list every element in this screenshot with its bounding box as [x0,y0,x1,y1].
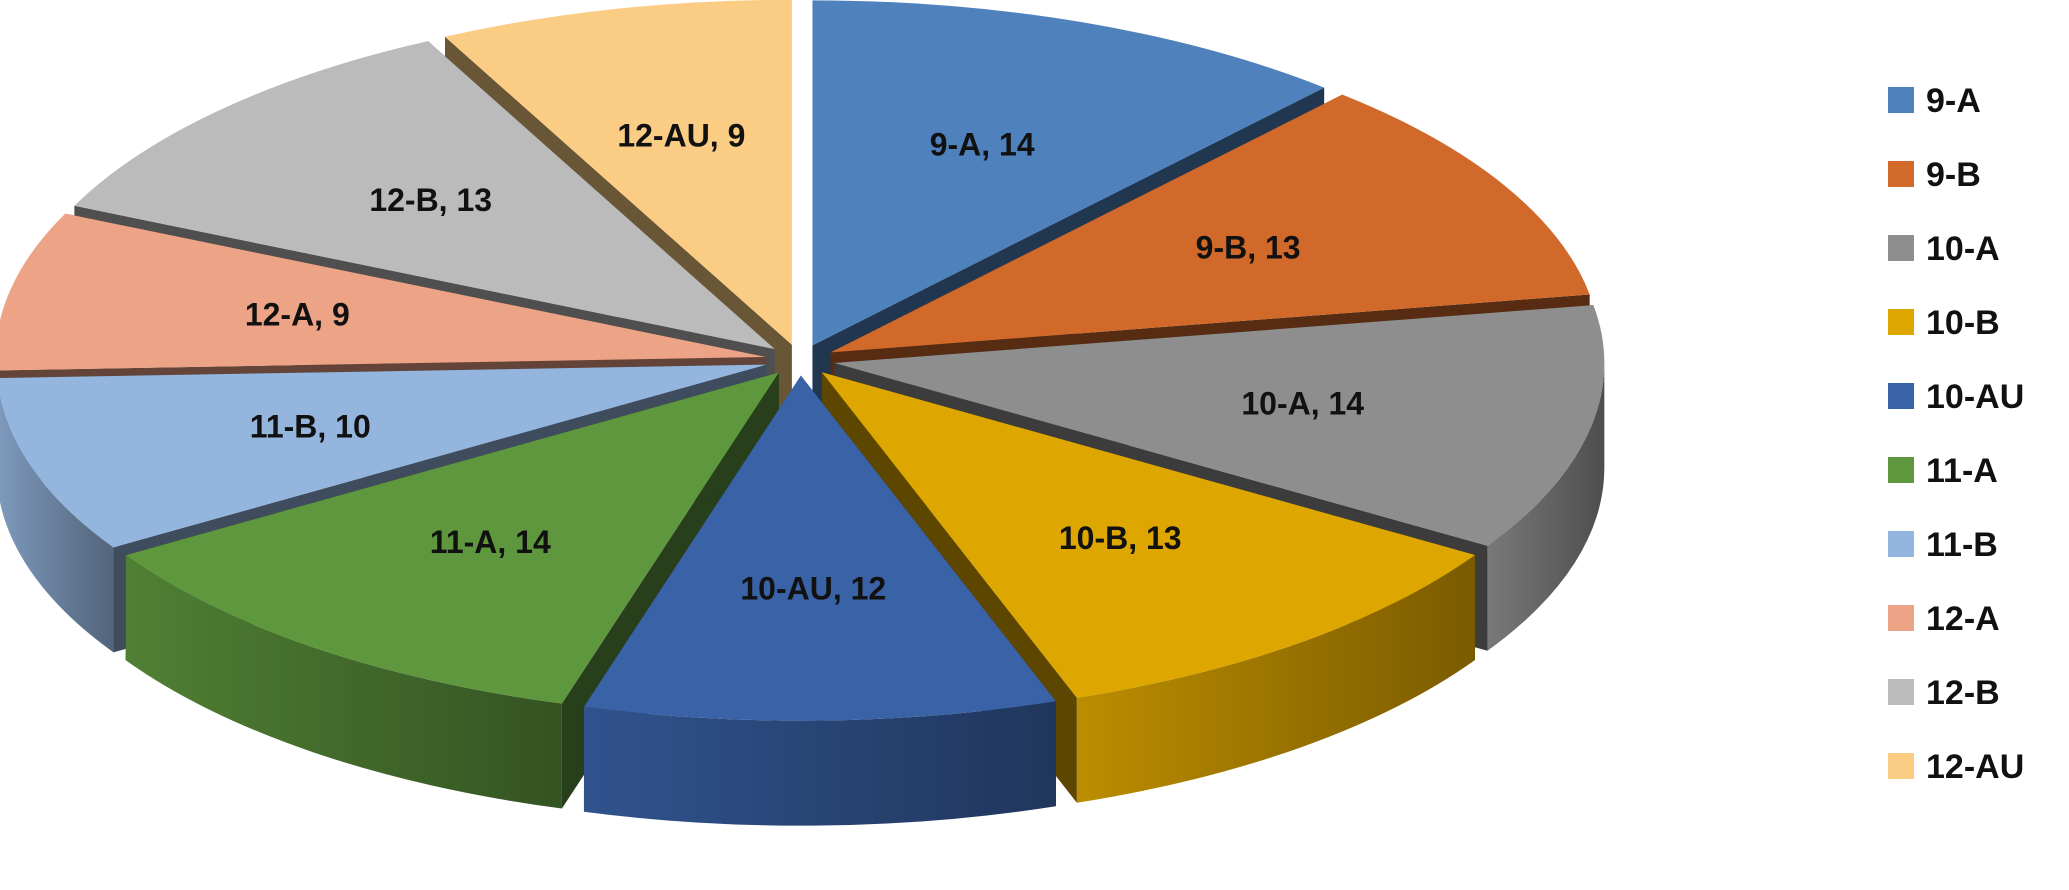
slice-top-face [0,364,767,548]
data-label-9-a: 9-A, 14 [930,126,1035,162]
legend-label: 10-A [1926,230,2000,268]
data-label-12-au: 12-AU, 9 [617,118,745,154]
legend-label: 9-A [1926,82,1981,120]
slice-top-face [821,372,1475,698]
legend-swatch [1888,457,1914,483]
slice-top-face [444,0,792,345]
legend-swatch [1888,753,1914,779]
legend-label: 11-B [1926,526,1998,564]
data-labels: 9-A, 14 9-B, 13 10-A, 14 10-B, 13 10-AU, 12 1… [245,118,1364,607]
legend-swatch [1888,161,1914,187]
slice-top-face [125,372,779,704]
legend-item-11-b: 11-B [1888,526,1998,564]
data-label-11-a: 11-A, 14 [430,524,551,560]
legend-swatch [1888,605,1914,631]
slice-outer-wall [1487,363,1605,651]
slice-top-face [74,41,775,350]
slice-top-face [834,305,1605,546]
slice-outer-wall [125,555,562,809]
data-label-10-au: 10-AU, 12 [740,571,886,607]
legend-item-9-a: 9-A [1888,82,1981,120]
data-label-12-a: 12-A, 9 [245,297,350,333]
legend-item-10-au: 10-AU [1888,378,2024,416]
legend-swatch [1888,235,1914,261]
legend-label: 12-A [1926,600,2000,638]
slice-outer-wall [1076,554,1475,803]
legend-swatch [1888,309,1914,335]
legend: 9-A 9-B 10-A 10-B 10-AU 11-A 11-B 12-A 12-B 12-AU [1888,82,2024,786]
legend-item-12-a: 12-A [1888,600,2000,638]
legend-item-10-a: 10-A [1888,230,2000,268]
slice-outer-wall [583,701,1056,826]
data-label-12-b: 12-B, 13 [369,182,492,218]
legend-label: 11-A [1926,452,1998,490]
data-label-10-a: 10-A, 14 [1241,385,1364,421]
data-label-11-b: 11-B, 10 [250,409,371,445]
legend-label: 12-B [1926,674,2000,712]
legend-item-12-b: 12-B [1888,674,2000,712]
data-label-10-b: 10-B, 13 [1059,520,1182,556]
slice-top-face [0,213,766,371]
legend-label: 9-B [1926,156,1981,194]
legend-swatch [1888,531,1914,557]
legend-label: 12-AU [1926,748,2024,786]
legend-swatch [1888,87,1914,113]
data-label-9-b: 9-B, 13 [1196,230,1301,266]
pie-slices [0,0,1605,826]
legend-label: 10-B [1926,304,2000,342]
legend-swatch [1888,679,1914,705]
slice-top-face [583,375,1056,721]
legend-label: 10-AU [1926,378,2024,416]
legend-swatch [1888,383,1914,409]
slice-top-face [830,94,1590,353]
legend-item-9-b: 9-B [1888,156,1981,194]
slice-top-face [812,0,1325,346]
legend-item-11-a: 11-A [1888,452,1998,490]
pie-slice-10-au [583,375,1056,826]
legend-item-10-b: 10-B [1888,304,2000,342]
legend-item-12-au: 12-AU [1888,748,2024,786]
slice-outer-wall [0,397,114,653]
